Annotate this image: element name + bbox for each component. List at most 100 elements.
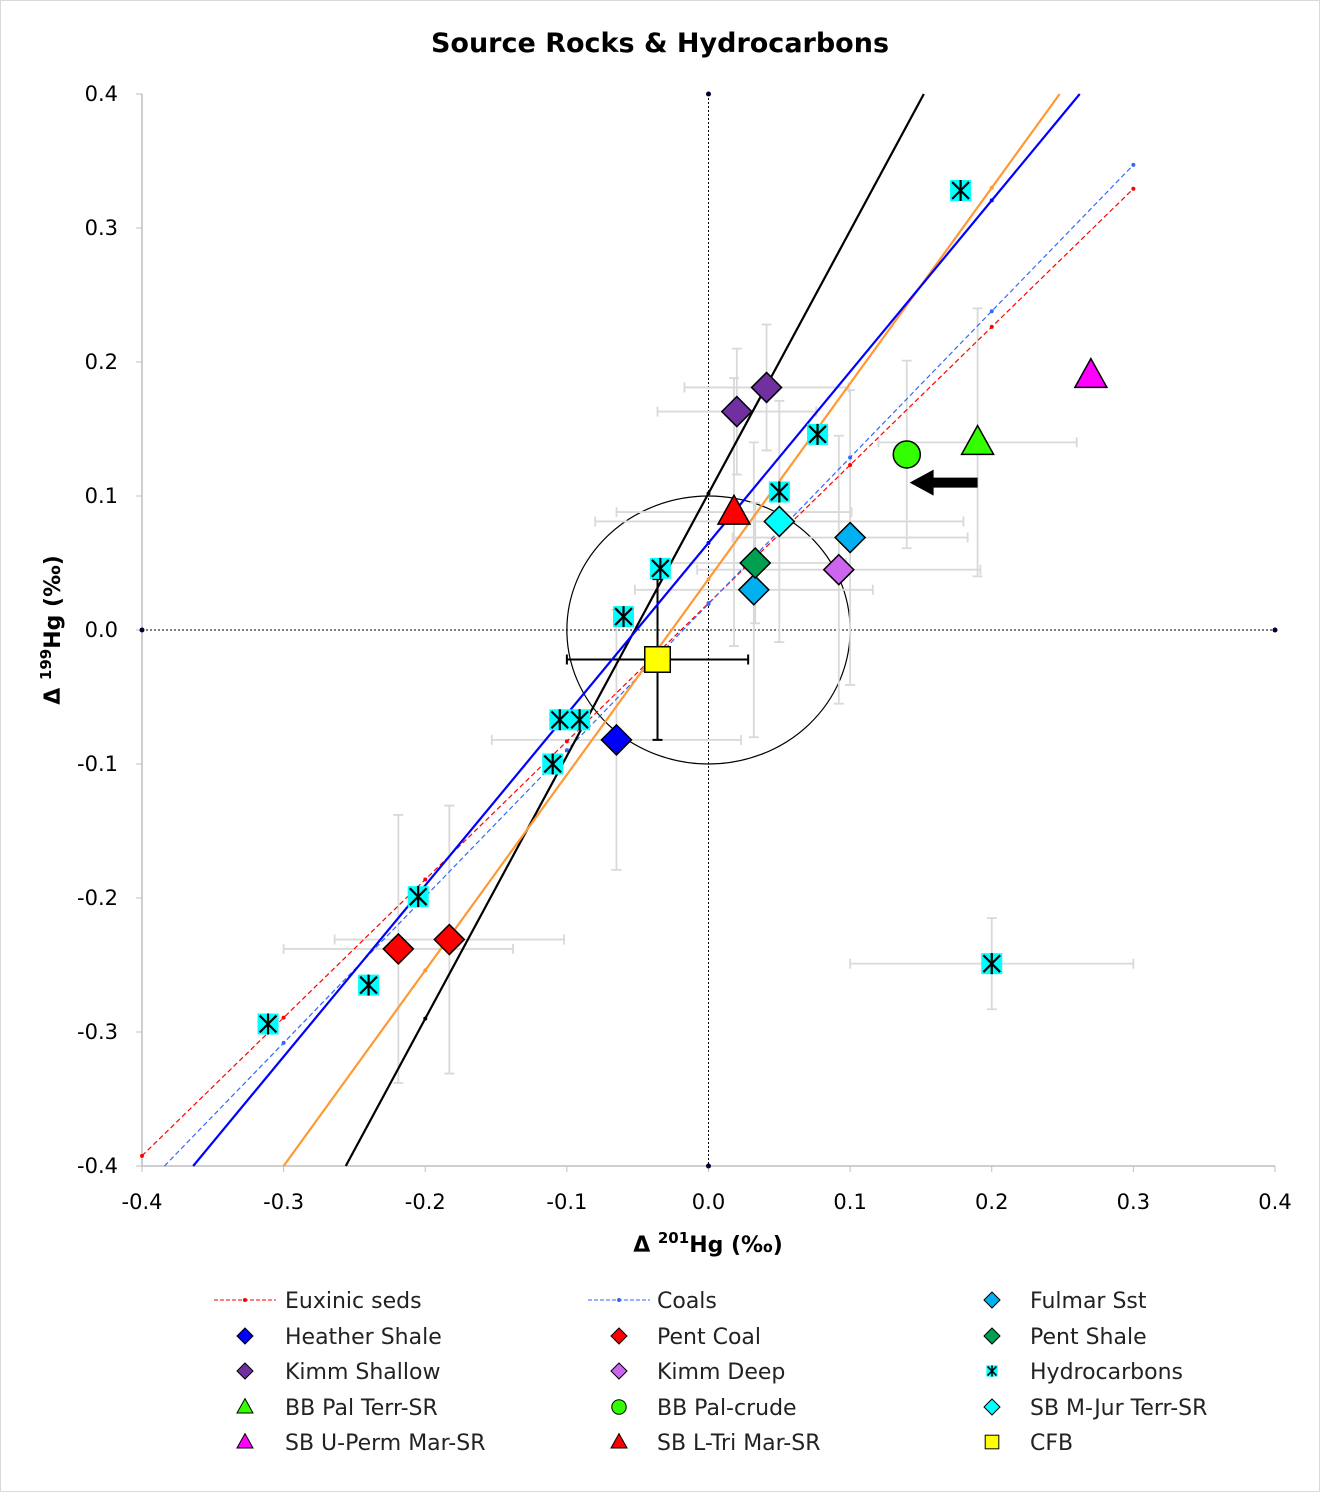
asterisk-glyph xyxy=(651,557,670,579)
legend-item: Pent Coal xyxy=(610,1325,761,1350)
legend-marker xyxy=(236,1362,254,1380)
zero-line-endpoint xyxy=(706,91,711,97)
line-marker xyxy=(989,309,994,314)
x-tick-label: -0.2 xyxy=(405,1190,446,1214)
legend: Euxinic seds Coals Fulmar Sst Heather Shale… xyxy=(214,1289,1207,1456)
line-marker xyxy=(423,877,428,882)
legend-item: BB Pal Terr-SR xyxy=(236,1396,438,1421)
hydrocarbons-point xyxy=(649,557,671,579)
zero-line-endpoint xyxy=(139,627,145,633)
legend-item: Kimm Shallow xyxy=(236,1360,440,1385)
legend-item: Heather Shale xyxy=(236,1325,442,1350)
asterisk-glyph xyxy=(570,709,589,731)
legend-item: Euxinic seds xyxy=(214,1289,422,1314)
hydrocarbons-point xyxy=(407,886,429,908)
asterisk-glyph xyxy=(982,953,1001,975)
hydrocarbons-point xyxy=(549,709,571,731)
bb-pal-crude-point xyxy=(892,440,922,469)
asterisk-glyph xyxy=(408,886,428,908)
line-marker xyxy=(1131,162,1136,167)
legend-item: CFB xyxy=(984,1431,1073,1456)
fulmar-sst-point xyxy=(834,521,867,554)
legend-item: Coals xyxy=(588,1289,717,1314)
fit-line-4-line xyxy=(192,93,1081,1167)
line-marker xyxy=(423,1016,428,1021)
line-marker xyxy=(564,748,569,753)
legend-label: Hydrocarbons xyxy=(1030,1360,1183,1385)
hydrocarbons-point xyxy=(542,753,564,775)
line-marker xyxy=(423,968,428,973)
y-tick-label: -0.1 xyxy=(77,752,118,776)
pent-coal-point xyxy=(433,923,466,956)
arrow-annotation xyxy=(909,469,978,496)
legend-marker xyxy=(236,1432,254,1449)
line-marker xyxy=(706,577,711,582)
legend-label: Pent Shale xyxy=(1030,1325,1147,1350)
y-tick-label: -0.2 xyxy=(77,886,118,910)
legend-label: SB U-Perm Mar-SR xyxy=(285,1431,485,1456)
y-tick-label: -0.3 xyxy=(77,1020,118,1044)
asterisk-glyph xyxy=(770,481,789,503)
legend-item: Hydrocarbons xyxy=(986,1360,1183,1385)
legend-item: Kimm Deep xyxy=(610,1360,785,1385)
kimm-shallow-point xyxy=(750,371,783,404)
legend-label: SB L-Tri Mar-SR xyxy=(657,1431,821,1456)
pent-coal-point xyxy=(382,932,415,965)
asterisk-glyph xyxy=(614,606,633,628)
line-marker xyxy=(989,185,994,190)
x-tick-label: 0.1 xyxy=(833,1190,866,1214)
asterisk-glyph xyxy=(359,974,378,996)
line-marker xyxy=(1131,186,1136,191)
legend-item: SB L-Tri Mar-SR xyxy=(610,1431,821,1456)
legend-label: Kimm Deep xyxy=(657,1360,785,1385)
legend-item: Fulmar Sst xyxy=(983,1289,1147,1314)
asterisk-glyph xyxy=(951,179,970,201)
x-tick-label: 0.4 xyxy=(1258,1190,1291,1214)
legend-marker xyxy=(236,1397,254,1414)
x-tick-label: -0.4 xyxy=(122,1190,163,1214)
sb-m-jur-terr-sr-point xyxy=(763,505,796,538)
hydrocarbons-point xyxy=(768,481,790,503)
bb-pal-terr-sr-point xyxy=(960,424,995,456)
y-tick-label: 0.4 xyxy=(85,82,118,106)
legend-label: Pent Coal xyxy=(657,1325,761,1350)
legend-label: Fulmar Sst xyxy=(1030,1289,1147,1314)
legend-marker xyxy=(611,1399,627,1415)
kimm-deep-point xyxy=(822,553,855,586)
line-marker xyxy=(140,1153,144,1158)
heather-shale-point xyxy=(600,723,633,756)
zero-line-endpoint xyxy=(1272,627,1278,633)
asterisk-glyph xyxy=(808,423,827,445)
legend-item: Pent Shale xyxy=(983,1325,1147,1350)
hydrocarbons-point xyxy=(981,953,1003,975)
legend-item: SB U-Perm Mar-SR xyxy=(236,1431,485,1456)
line-marker xyxy=(281,1015,286,1020)
fit-line-3-line xyxy=(282,93,1061,1167)
line-marker xyxy=(281,1040,286,1045)
y-tick-label: 0.3 xyxy=(85,216,118,240)
hydrocarbons-point xyxy=(257,1013,279,1035)
euxinic-seds-line xyxy=(141,188,1134,1157)
legend-label: SB M-Jur Terr-SR xyxy=(1030,1396,1207,1421)
x-tick-label: 0.0 xyxy=(692,1190,725,1214)
line-marker xyxy=(848,463,853,468)
legend-marker xyxy=(986,1365,998,1377)
legend-label: Coals xyxy=(657,1289,717,1314)
y-tick-label: 0.1 xyxy=(85,484,118,508)
x-tick-label: 0.3 xyxy=(1117,1190,1150,1214)
legend-label: Heather Shale xyxy=(285,1325,442,1350)
hydrocarbons-point xyxy=(358,974,380,996)
cfb-point xyxy=(644,645,672,673)
legend-line-marker xyxy=(243,1298,247,1302)
sb-u-perm-mar-sr-point xyxy=(1073,357,1109,389)
zero-line-endpoint xyxy=(706,1163,711,1169)
legend-label: Kimm Shallow xyxy=(285,1360,440,1385)
legend-label: Euxinic seds xyxy=(285,1289,422,1314)
y-tick-label: 0.2 xyxy=(85,350,118,374)
hydrocarbons-point xyxy=(569,709,591,731)
legend-marker xyxy=(610,1327,628,1345)
legend-marker xyxy=(983,1398,1001,1416)
hydrocarbons-point xyxy=(807,423,829,445)
legend-item: SB M-Jur Terr-SR xyxy=(983,1396,1207,1421)
